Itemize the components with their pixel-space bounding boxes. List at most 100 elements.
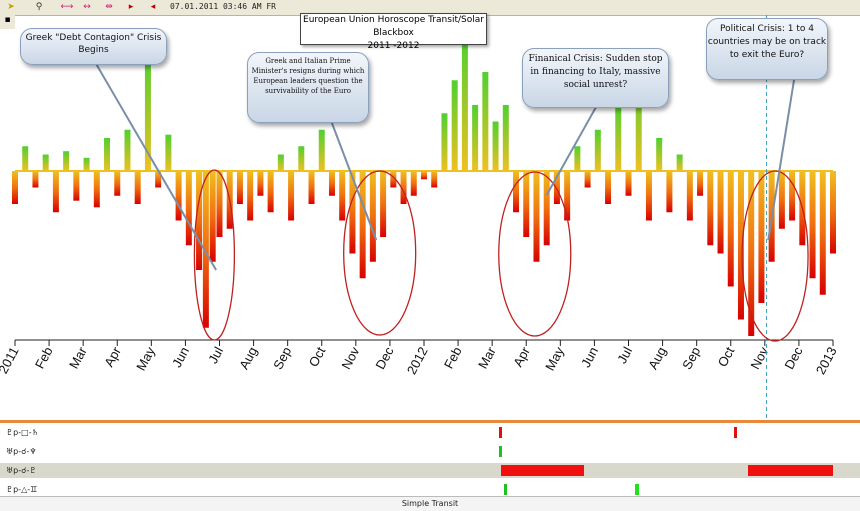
x-tick-label: Jul — [205, 344, 226, 366]
expand-icon[interactable]: ↔ — [83, 2, 91, 12]
data-bar — [196, 171, 203, 270]
x-tick-label: Dec — [781, 344, 805, 372]
data-bar — [339, 171, 346, 221]
data-bar — [165, 134, 172, 171]
step-back-icon[interactable]: ◂ — [150, 2, 156, 12]
transit-event-bar — [500, 465, 585, 476]
annotation-text: Greek "Debt Contagion" Crisis Begins — [25, 33, 162, 55]
data-bar — [707, 171, 714, 246]
x-tick-label: Feb — [441, 344, 465, 371]
pointer-icon[interactable]: ➤ — [7, 2, 15, 12]
data-bar — [809, 171, 816, 279]
data-bar — [778, 171, 785, 229]
x-tick-label: May — [133, 344, 158, 373]
x-tick-label: May — [542, 344, 567, 373]
transit-row[interactable]: ♇p-△-♊ — [0, 482, 860, 497]
chart-subtitle: 2011 -2012 — [367, 41, 420, 51]
data-bar — [32, 171, 39, 188]
x-tick-label: Jun — [169, 344, 192, 370]
callout-pointer — [329, 117, 378, 241]
data-bar — [12, 171, 18, 204]
x-tick-label: Mar — [66, 344, 90, 371]
data-bar — [267, 171, 274, 213]
callout-pointer — [545, 99, 601, 196]
x-tick-label: 2013 — [813, 344, 840, 377]
transit-row-label: ♅p-☌-♆ — [6, 447, 37, 456]
data-bar — [247, 171, 254, 221]
x-tick-label: Sep — [270, 344, 294, 371]
x-tick-label: Nov — [338, 344, 362, 372]
data-bar — [789, 171, 796, 221]
x-tick-label: 2011 — [0, 344, 22, 376]
data-bar — [257, 171, 264, 196]
data-bar — [22, 146, 29, 171]
transit-row[interactable]: ♅p-☌-♇ — [0, 463, 860, 478]
x-tick-label: Oct — [715, 344, 738, 369]
transit-event-bar — [498, 427, 503, 438]
range-icon[interactable]: ⟷ — [60, 2, 74, 12]
data-bar — [236, 171, 243, 204]
x-tick-label: Mar — [475, 344, 499, 371]
data-bar — [819, 171, 826, 295]
data-bar — [175, 171, 182, 221]
data-bar — [288, 171, 295, 221]
zoom-icon[interactable]: ⚲ — [35, 2, 43, 12]
transit-row[interactable]: ♇p-□-♄ — [0, 425, 860, 440]
data-bar — [73, 171, 80, 201]
x-tick-label: Nov — [747, 344, 771, 372]
data-bar — [216, 171, 223, 237]
data-bar — [513, 171, 520, 213]
x-tick-label: 2012 — [404, 344, 431, 377]
data-bar — [144, 55, 151, 171]
annotation-text: Political Crisis: 1 to 4 countries may b… — [707, 24, 827, 60]
x-tick-label: Apr — [510, 344, 533, 369]
transit-row-label: ♅p-☌-♇ — [6, 466, 37, 475]
highlight-ellipse — [193, 169, 236, 341]
data-bar — [461, 39, 468, 171]
data-bar — [349, 171, 356, 254]
data-bar — [666, 171, 673, 213]
data-bar — [185, 171, 192, 246]
data-bar — [533, 171, 540, 262]
data-bar — [584, 171, 591, 188]
data-bar — [202, 171, 209, 328]
data-bar — [155, 171, 162, 188]
data-bar — [676, 154, 683, 171]
annotation-debt-contagion: Greek "Debt Contagion" Crisis Begins — [20, 28, 167, 65]
highlight-ellipse — [741, 170, 809, 342]
data-bar — [124, 129, 131, 171]
x-tick-label: Apr — [101, 344, 124, 369]
data-bar — [410, 171, 417, 196]
transit-event-bar — [747, 465, 833, 476]
chart-title: European Union Horoscope Transit/Solar B… — [303, 15, 484, 38]
data-bar — [635, 80, 642, 171]
transit-event-bar — [498, 446, 502, 457]
transit-event-bar — [504, 484, 508, 495]
data-bar — [318, 129, 325, 171]
data-bar — [42, 154, 49, 171]
save-icon[interactable]: ▪ — [0, 15, 15, 29]
data-bar — [390, 171, 397, 188]
data-bar — [615, 105, 622, 171]
annotation-prime-minister: Greek and Italian Prime Minister's resig… — [247, 52, 369, 123]
data-bar — [421, 171, 427, 180]
data-bar — [63, 151, 70, 171]
footer-label: Simple Transit — [0, 496, 860, 511]
data-bar — [543, 171, 550, 246]
data-bar — [400, 171, 407, 204]
data-bar — [748, 171, 755, 336]
annotation-financial-crisis: Finanical Crisis: Sudden stop in financi… — [522, 48, 669, 108]
chart-area: 2011 Feb Mar Apr May Jun Jul Aug Sep Oct Nov Dec 201… — [0, 15, 840, 420]
x-tick-label: Sep — [679, 344, 703, 371]
data-bar — [104, 138, 111, 171]
data-bar — [93, 171, 100, 208]
step-forward-icon[interactable]: ▸ — [128, 2, 134, 12]
data-bar — [277, 154, 284, 171]
shrink-icon[interactable]: ⇹ — [105, 2, 113, 12]
annotation-political-crisis: Political Crisis: 1 to 4 countries may b… — [706, 18, 828, 80]
callout-pointer — [767, 73, 796, 241]
x-tick-label: Jul — [614, 344, 635, 366]
data-bar — [502, 105, 509, 171]
transit-event-bar — [635, 484, 639, 495]
transit-row[interactable]: ♅p-☌-♆ — [0, 444, 860, 459]
